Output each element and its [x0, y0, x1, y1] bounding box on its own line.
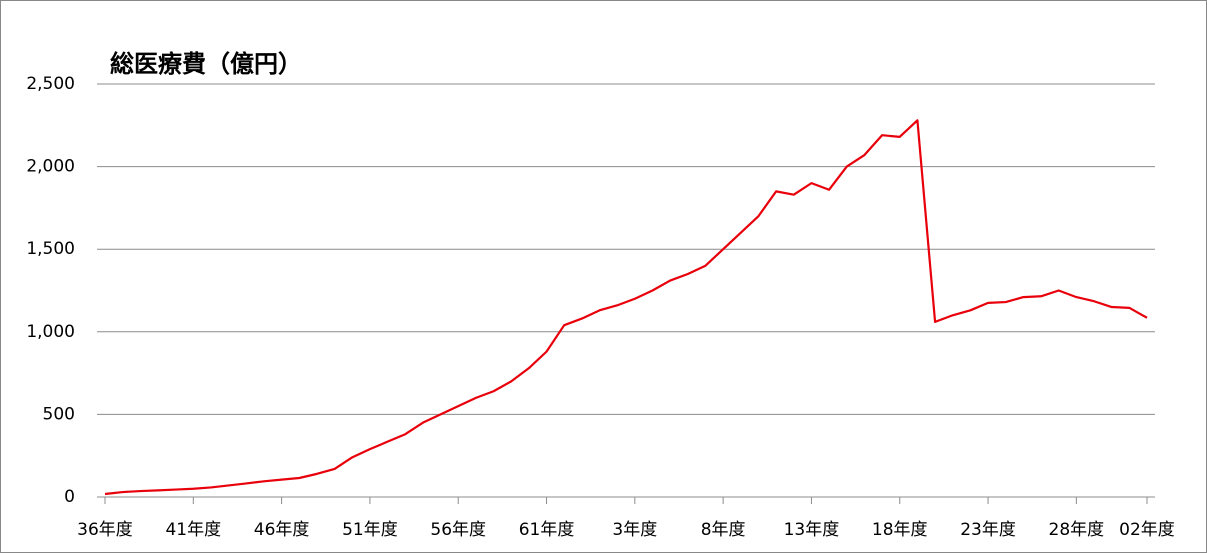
y-tick-label: 0	[64, 487, 75, 507]
x-tick-label: 8年度	[701, 520, 746, 540]
y-tick-label: 500	[43, 404, 75, 424]
x-tick-label: 13年度	[784, 520, 840, 540]
x-tick-label: 3年度	[612, 520, 657, 540]
x-tick-label: 41年度	[165, 520, 221, 540]
y-tick-label: 1,500	[26, 239, 75, 259]
x-tick-label: 28年度	[1049, 520, 1105, 540]
x-tick-label: 02年度	[1119, 520, 1175, 540]
y-tick-label: 1,000	[26, 322, 75, 342]
x-tick-label: 36年度	[77, 520, 133, 540]
x-tick-label: 61年度	[519, 520, 575, 540]
y-tick-label: 2,000	[26, 157, 75, 177]
data-line	[104, 119, 1148, 496]
x-tick-label: 46年度	[254, 520, 310, 540]
x-tick-label: 18年度	[872, 520, 928, 540]
y-tick-label: 2,500	[26, 74, 75, 94]
chart-title: 総医療費（億円）	[110, 50, 302, 78]
x-tick-label: 23年度	[960, 520, 1016, 540]
x-tick-label: 56年度	[430, 520, 486, 540]
x-tick-label: 51年度	[342, 520, 398, 540]
